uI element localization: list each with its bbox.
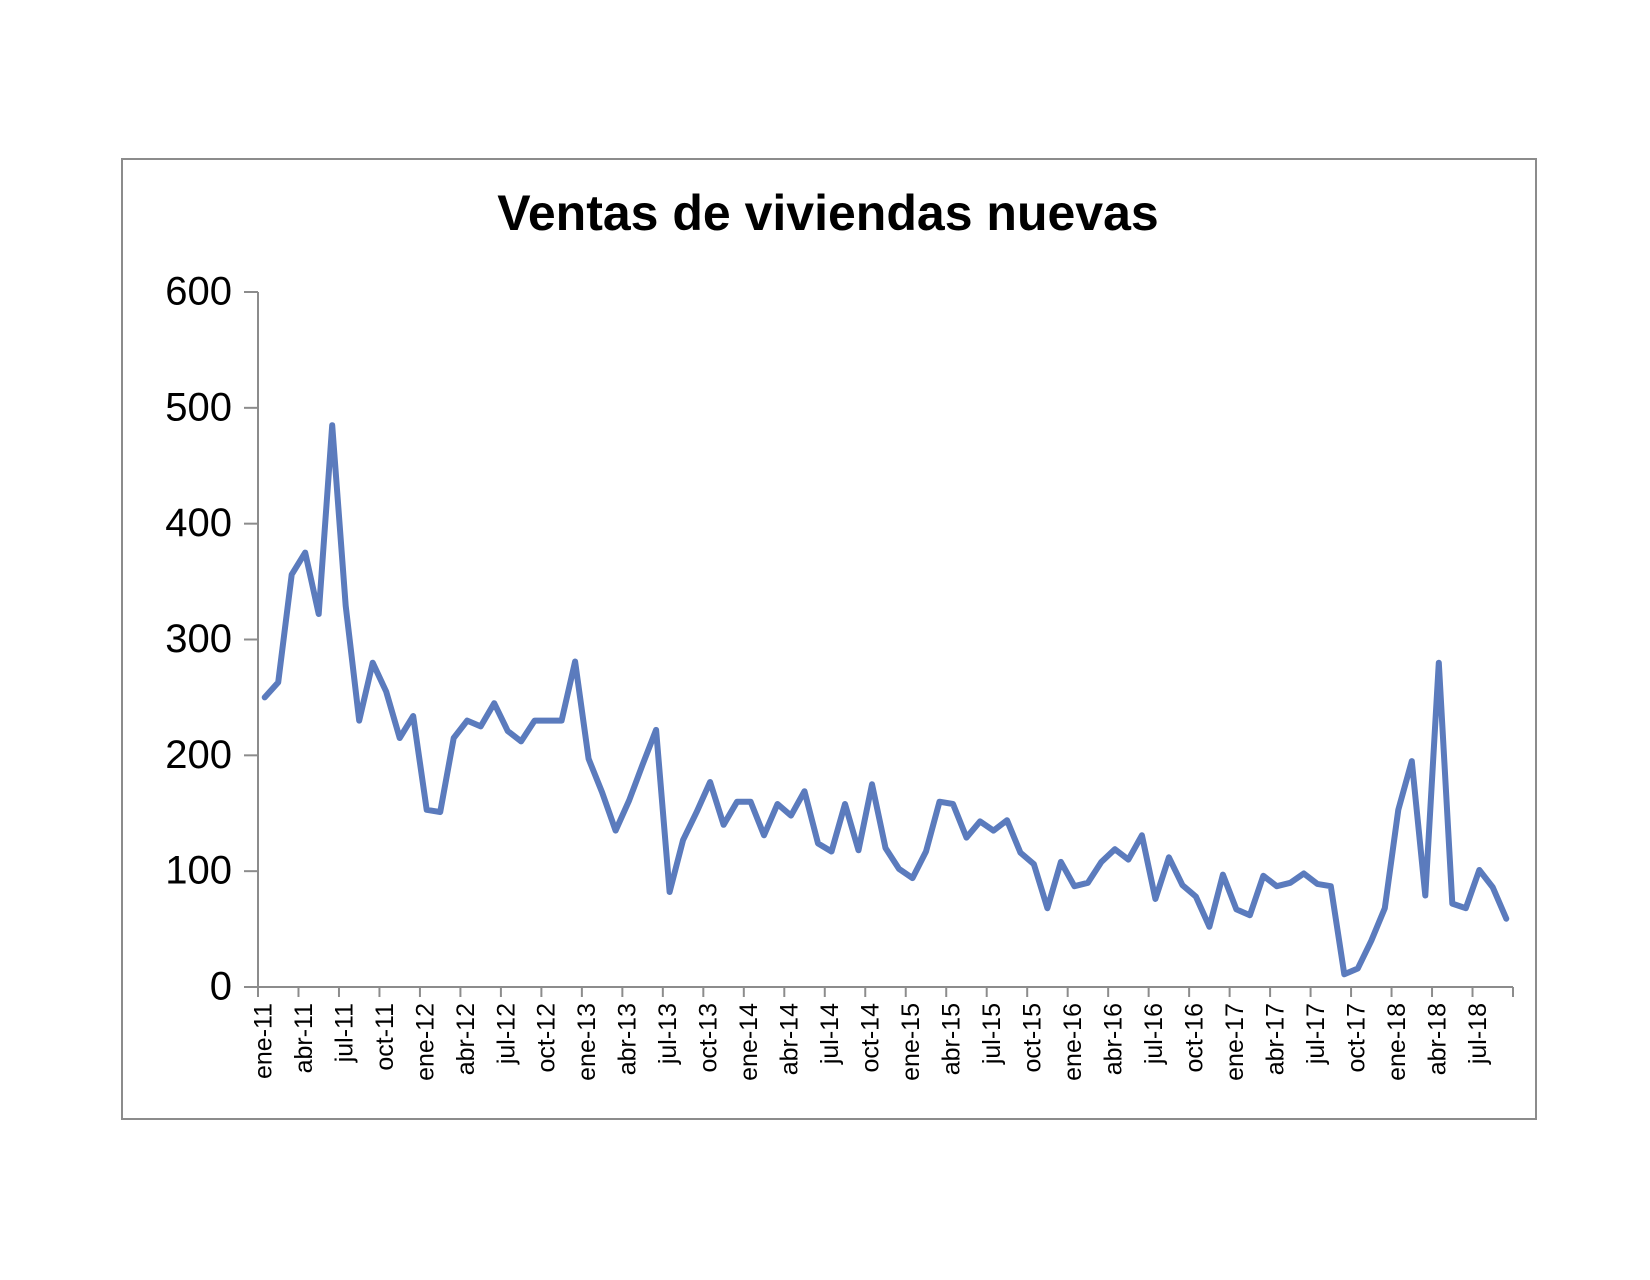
y-tick-label: 0 — [210, 965, 232, 1009]
x-tick-label: oct-16 — [1180, 1003, 1208, 1072]
x-tick-label: jul-15 — [978, 1003, 1006, 1065]
x-tick-label: jul-16 — [1140, 1003, 1168, 1065]
x-tick-label: ene-15 — [897, 1003, 925, 1081]
x-tick-label: jul-11 — [330, 1003, 358, 1063]
x-tick-label: ene-12 — [411, 1003, 439, 1081]
x-tick-label: abr-13 — [614, 1003, 642, 1075]
y-tick-label: 600 — [165, 270, 232, 314]
x-tick-label: ene-14 — [735, 1003, 763, 1081]
x-tick-label: abr-14 — [776, 1003, 804, 1075]
y-tick-label: 300 — [165, 617, 232, 661]
y-tick-label: 400 — [165, 501, 232, 545]
x-tick-label: ene-16 — [1059, 1003, 1087, 1081]
y-tick-label: 100 — [165, 849, 232, 893]
x-tick-label: abr-17 — [1261, 1003, 1289, 1075]
x-tick-label: oct-13 — [695, 1003, 723, 1072]
chart-frame — [121, 158, 1537, 1120]
x-tick-label: abr-11 — [290, 1003, 318, 1073]
y-tick-label: 500 — [165, 385, 232, 429]
x-tick-label: jul-13 — [654, 1003, 682, 1065]
chart-title: Ventas de viviendas nuevas — [497, 185, 1158, 241]
x-tick-label: ene-17 — [1221, 1003, 1249, 1081]
x-tick-label: oct-12 — [533, 1003, 561, 1072]
x-tick-label: abr-16 — [1100, 1003, 1128, 1075]
y-tick-label: 200 — [165, 733, 232, 777]
x-tick-label: jul-14 — [816, 1003, 844, 1065]
x-tick-label: abr-15 — [938, 1003, 966, 1075]
x-tick-label: jul-18 — [1464, 1003, 1492, 1065]
series-line — [261, 422, 1510, 978]
x-tick-label: abr-18 — [1423, 1003, 1451, 1075]
x-tick-label: abr-12 — [452, 1003, 480, 1075]
x-tick-label: oct-15 — [1019, 1003, 1047, 1072]
x-tick-label: ene-18 — [1383, 1003, 1411, 1081]
x-tick-label: jul-12 — [492, 1003, 520, 1065]
x-tick-label: jul-17 — [1302, 1003, 1330, 1065]
x-tick-label: ene-11 — [249, 1003, 277, 1079]
x-tick-label: oct-11 — [371, 1003, 399, 1071]
x-tick-label: oct-14 — [857, 1003, 885, 1073]
x-tick-label: ene-13 — [573, 1003, 601, 1081]
x-tick-label: oct-17 — [1342, 1003, 1370, 1072]
